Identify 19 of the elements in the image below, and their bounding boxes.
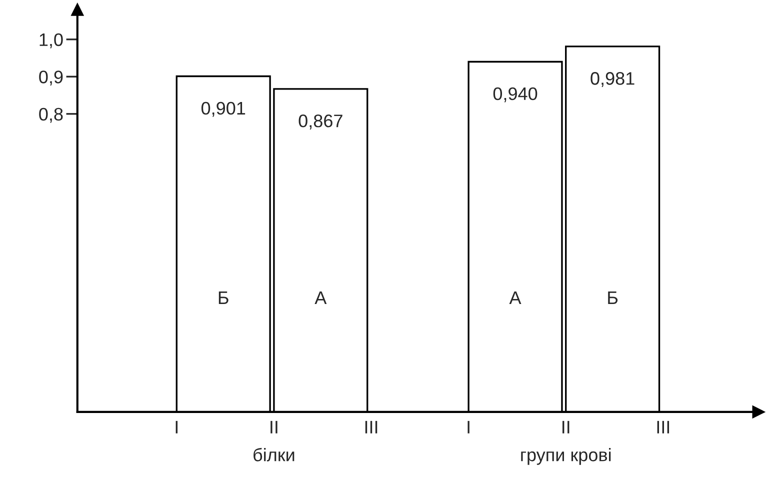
text: III: [365, 420, 378, 434]
y-tick-label: 1,0: [40, 33, 63, 48]
text: II: [562, 420, 570, 434]
text: II: [270, 420, 278, 434]
annotation: Б: [608, 292, 618, 304]
y-tick-label: 0,8: [39, 108, 63, 123]
data-label: 0,940: [493, 87, 538, 102]
data-label: 0,867: [298, 114, 342, 130]
annotation: Б: [218, 292, 228, 304]
text: I: [176, 420, 178, 434]
annotation: А: [314, 292, 327, 304]
data-label: 0,901: [201, 102, 246, 117]
annotation: А: [509, 292, 522, 304]
text: III: [657, 420, 670, 434]
text: білки: [254, 448, 294, 462]
text: I: [468, 420, 470, 434]
text: групи крові: [521, 448, 611, 465]
data-label: 0,981: [590, 72, 634, 87]
y-tick-label: 0,9: [39, 70, 63, 86]
